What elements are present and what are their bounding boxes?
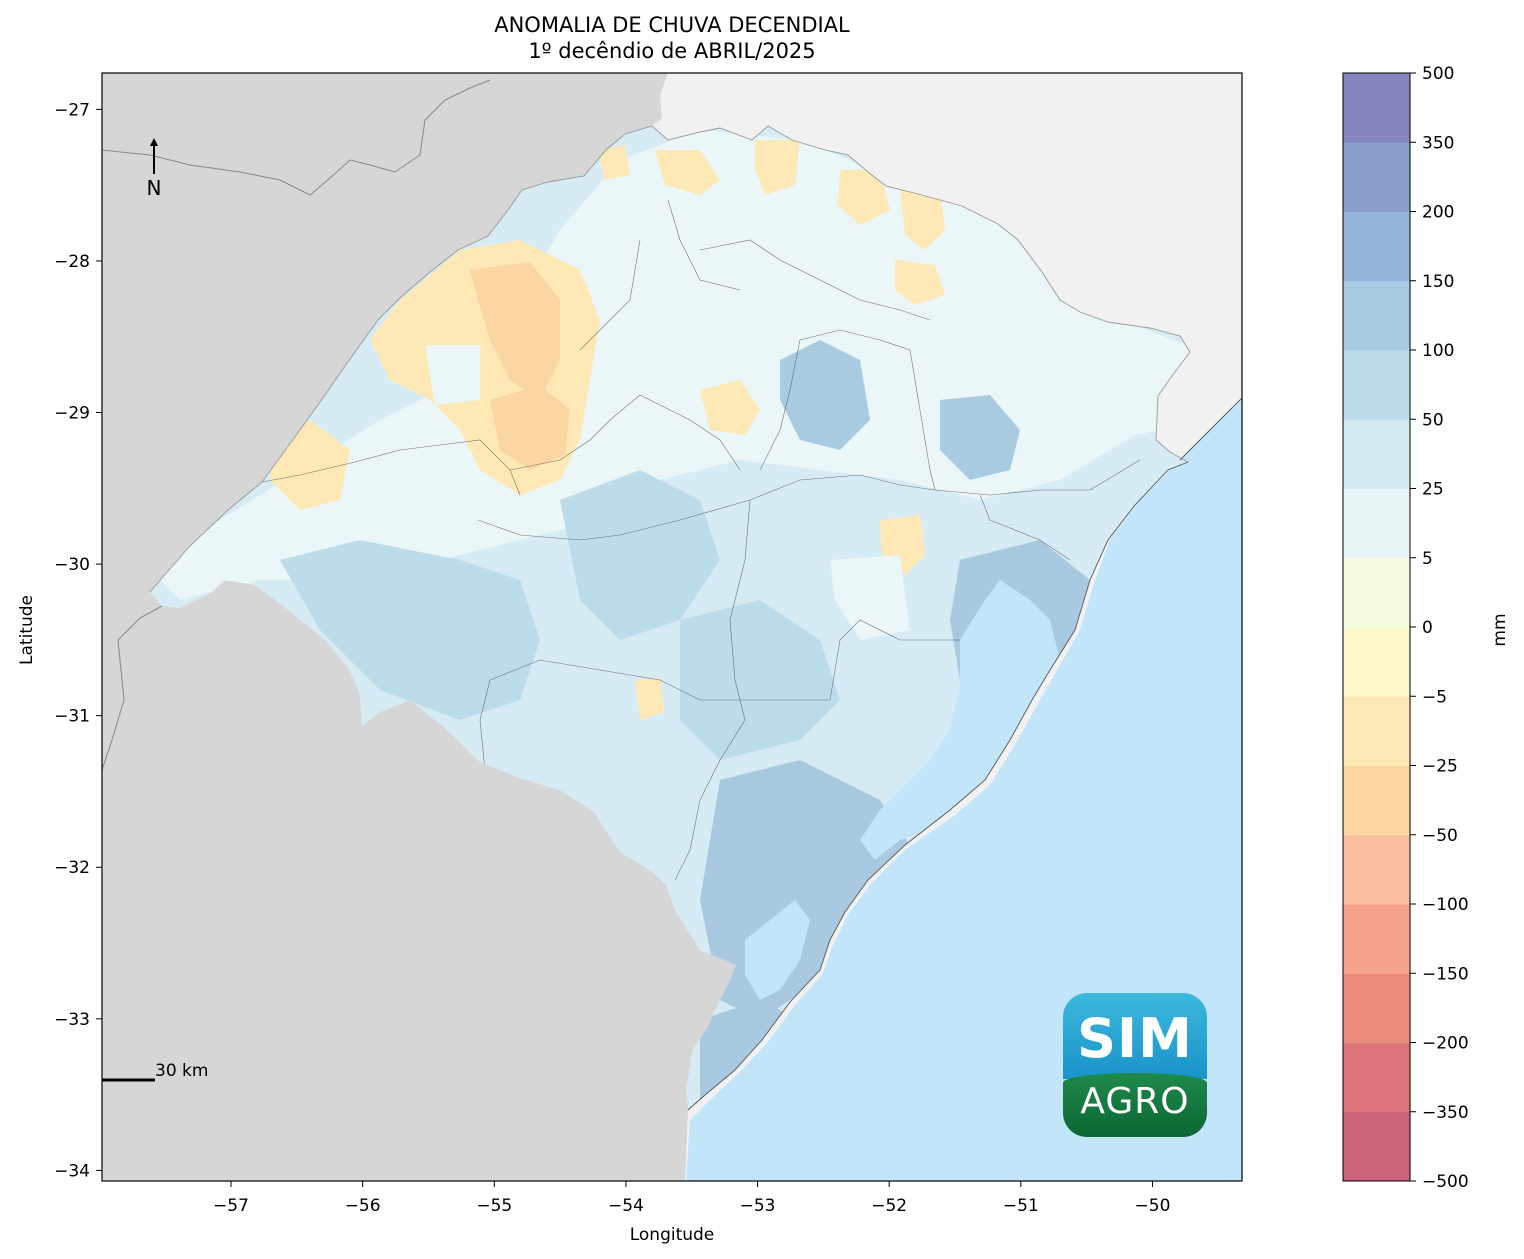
y-axis-label: Latitude [17,595,37,665]
colorbar-tick-label: −200 [1422,1034,1469,1054]
colorbar-segment [1343,350,1410,420]
lagoa-dos-patos [860,580,1060,860]
y-tick-label: −34 [54,1161,90,1181]
north-arrow: N [147,138,162,200]
colorbar-segment [1343,834,1410,905]
scale-bar: 30 km [102,1061,208,1082]
colorbar-segment [1343,73,1410,143]
coastline [687,461,1189,1111]
colorbar-segment [1343,1042,1410,1113]
logo-sim-text: SIM [1077,1007,1193,1070]
border-river-line [102,605,163,771]
scale-bar-label: 30 km [155,1061,208,1081]
map-title: ANOMALIA DE CHUVA DECENDIAL [494,13,850,37]
colorbar-segment [1343,627,1410,697]
colorbar-tick-label: 100 [1422,341,1454,361]
colorbar-segment [1343,1111,1410,1182]
border-river-line [102,79,491,196]
colorbar-tick-label: 150 [1422,272,1454,292]
logo-agro-text: AGRO [1080,1081,1190,1122]
colorbar-tick-label: 200 [1422,203,1454,223]
coastline-north [1179,397,1242,461]
colorbar: −500−350−200−150−100−50−25−5052550100150… [1342,64,1469,1192]
x-tick-label: −55 [476,1196,512,1216]
colorbar-segment [1343,280,1410,351]
y-tick-label: −27 [54,100,90,120]
colorbar-tick-label: −25 [1422,757,1458,777]
colorbar-segment [1343,142,1410,212]
colorbar-segment [1343,973,1410,1043]
colorbar-tick-label: 0 [1422,618,1433,638]
colorbar-tick-label: −500 [1422,1172,1469,1192]
y-tick-label: −29 [54,404,90,424]
x-tick-label: −50 [1135,1196,1171,1216]
y-tick-label: −31 [54,707,90,727]
y-tick-label: −32 [54,858,90,878]
x-tick-label: −54 [608,1196,644,1216]
x-axis-ticks: −57 −56 −55 −54 −53 −52 −51 −50 [213,1181,1170,1216]
colorbar-tick-label: −50 [1422,826,1458,846]
north-label: N [147,176,162,200]
colorbar-tick-label: 25 [1422,480,1444,500]
x-tick-label: −51 [1003,1196,1039,1216]
colorbar-segment [1343,419,1410,489]
simagro-logo: SIM AGRO [1063,993,1207,1137]
colorbar-tick-label: 350 [1422,133,1454,153]
x-axis-label: Longitude [630,1225,715,1245]
colorbar-segment [1343,557,1410,628]
y-tick-label: −28 [54,252,90,272]
colorbar-segment [1343,211,1410,282]
colorbar-segment [1343,904,1410,974]
lagoa-mirim [745,900,810,1000]
colorbar-tick-label: −150 [1422,964,1469,984]
colorbar-segment [1343,696,1410,766]
colorbar-tick-label: 5 [1422,549,1433,569]
colorbar-tick-label: −5 [1422,687,1447,707]
neighbor-countries [102,73,736,1181]
y-tick-label: −33 [54,1010,90,1030]
colorbar-segment [1343,765,1410,836]
colorbar-tick-label: −350 [1422,1103,1469,1123]
y-tick-label: −30 [54,555,90,575]
y-axis-ticks: −27 −28 −29 −30 −31 −32 −33 −34 [54,100,102,1181]
map-frame [101,72,1243,1182]
x-tick-label: −57 [213,1196,249,1216]
colorbar-tick-label: −100 [1422,895,1469,915]
map-area: N 30 km [102,73,1242,1181]
ocean [686,398,1242,1181]
state-border [149,125,1191,593]
map-subtitle: 1º decêndio de ABRIL/2025 [528,39,816,63]
colorbar-tick-label: 50 [1422,410,1444,430]
x-tick-label: −56 [345,1196,381,1216]
x-tick-label: −53 [740,1196,776,1216]
colorbar-unit-label: mm [1490,613,1510,646]
x-tick-label: −52 [871,1196,907,1216]
colorbar-segment [1343,488,1410,559]
colorbar-tick-label: 500 [1422,64,1454,84]
